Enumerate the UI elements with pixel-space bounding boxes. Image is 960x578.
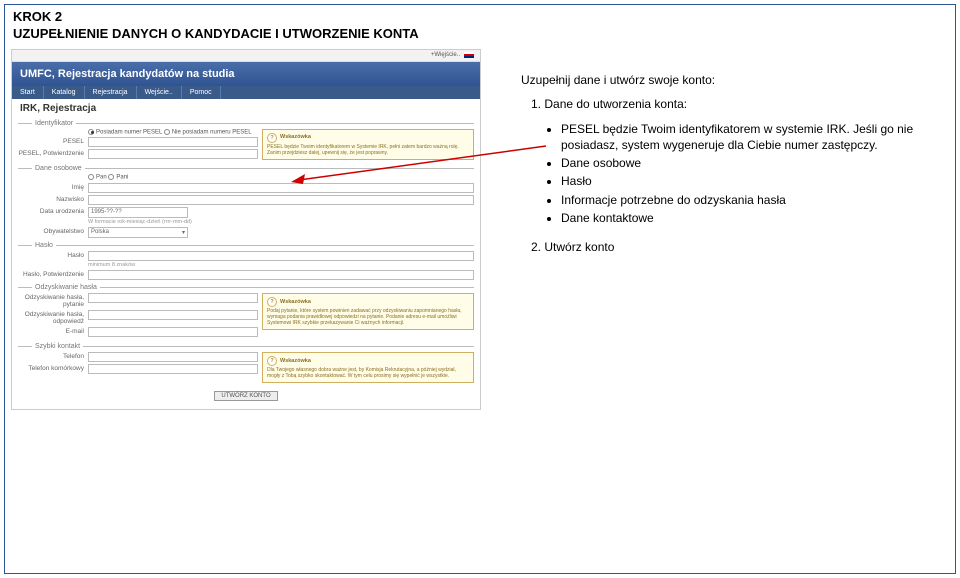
step-header: KROK 2 UZUPEŁNIENIE DANYCH O KANDYDACIE … xyxy=(5,5,955,49)
input-pesel-confirm[interactable] xyxy=(88,149,258,159)
pesel-radio-group[interactable]: Posiadam numer PESEL Nie posiadam numeru… xyxy=(88,129,258,136)
nav-katalog[interactable]: Katalog xyxy=(44,86,85,99)
instructions-bullets: PESEL będzie Twoim identyfikatorem w sys… xyxy=(561,121,939,226)
bullet-haslo: Hasło xyxy=(561,173,939,189)
input-imie[interactable] xyxy=(88,183,474,193)
bullet-osobowe: Dane osobowe xyxy=(561,155,939,171)
fieldset-osobowe: Dane osobowe Pan Pani Imię Nazwisko Data… xyxy=(18,165,474,238)
tip-title-2: Wskazówka xyxy=(267,297,469,307)
input-nazwisko[interactable] xyxy=(88,195,474,205)
label-obywatelstwo: Obywatelstwo xyxy=(18,227,88,235)
nav-start[interactable]: Start xyxy=(12,86,44,99)
hint-data: W formacie rok-miesiąc-dzień (rrrr-mm-dd… xyxy=(88,219,474,225)
bullet-kontaktowe: Dane kontaktowe xyxy=(561,210,939,226)
input-pytanie[interactable] xyxy=(88,293,258,303)
nav-wejscie[interactable]: Wejście.. xyxy=(137,86,182,99)
create-account-button[interactable]: UTWÓRZ KONTO xyxy=(214,391,277,401)
page-title: IRK, Rejestracja xyxy=(12,99,480,116)
fieldset-identyfikator: Identyfikator Posiadam numer PESEL Nie p… xyxy=(18,120,474,162)
submit-row: UTWÓRZ KONTO xyxy=(18,387,474,405)
instructions-intro: Uzupełnij dane i utwórz swoje konto: xyxy=(521,73,939,87)
input-email[interactable] xyxy=(88,327,258,337)
label-komorkowy: Telefon komórkowy xyxy=(18,364,88,372)
step-title: UZUPEŁNIENIE DANYCH O KANDYDACIE I UTWOR… xyxy=(13,26,947,43)
tip-kontakt: Wskazówka Dla Twojego własnego dobra waż… xyxy=(262,352,474,383)
chevron-down-icon: ▾ xyxy=(182,229,185,236)
legend-haslo: Hasło xyxy=(35,242,53,249)
label-haslo: Hasło xyxy=(18,251,88,259)
input-haslo-confirm[interactable] xyxy=(88,270,474,280)
label-telefon: Telefon xyxy=(18,352,88,360)
label-pesel: PESEL xyxy=(18,137,88,145)
fieldset-odzyskiwanie: Odzyskiwanie hasła Odzyskiwanie hasła, p… xyxy=(18,284,474,339)
flag-icon xyxy=(464,52,474,58)
tip-identyfikator: Wskazówka PESEL będzie Twoim identyfikat… xyxy=(262,129,474,160)
input-data-urodzenia[interactable]: 1995-??-?? xyxy=(88,207,188,218)
step-number: KROK 2 xyxy=(13,9,947,26)
instructions-item1: 1. Dane do utworzenia konta: xyxy=(531,97,939,111)
tip-title: Wskazówka xyxy=(267,133,469,143)
university-title: UMFC, Rejestracja kandydatów na studia xyxy=(12,62,480,86)
hint-haslo: minimum 8 znaków xyxy=(88,262,474,268)
label-pesel-confirm: PESEL, Potwierdzenie xyxy=(18,149,88,157)
app-screenshot: +Więjście.. UMFC, Rejestracja kandydatów… xyxy=(11,49,481,410)
legend-osobowe: Dane osobowe xyxy=(35,165,82,172)
nav-pomoc[interactable]: Pomoc xyxy=(182,86,221,99)
shot-topbar: +Więjście.. xyxy=(12,50,480,62)
tip-text: PESEL będzie Twoim identyfikatorem w Sys… xyxy=(267,144,469,156)
legend-identyfikator: Identyfikator xyxy=(35,120,73,127)
topbar-text: +Więjście.. xyxy=(431,52,460,58)
label-pytanie: Odzyskiwanie hasła, pytanie xyxy=(18,293,88,308)
tip-title-3: Wskazówka xyxy=(267,356,469,366)
screenshot-column: +Więjście.. UMFC, Rejestracja kandydatów… xyxy=(11,49,481,410)
instructions-column: Uzupełnij dane i utwórz swoje konto: 1. … xyxy=(481,49,949,410)
input-komorkowy[interactable] xyxy=(88,364,258,374)
form-body: Identyfikator Posiadam numer PESEL Nie p… xyxy=(12,116,480,409)
bullet-pesel: PESEL będzie Twoim identyfikatorem w sys… xyxy=(561,121,939,153)
label-haslo-confirm: Hasło, Potwierdzenie xyxy=(18,270,88,278)
legend-odzyskiwanie: Odzyskiwanie hasła xyxy=(35,284,97,291)
page-frame: KROK 2 UZUPEŁNIENIE DANYCH O KANDYDACIE … xyxy=(4,4,956,574)
gender-radio-group[interactable]: Pan Pani xyxy=(88,174,474,181)
instructions-item2: 2. Utwórz konto xyxy=(531,240,939,254)
nav-rejestracja[interactable]: Rejestracja xyxy=(85,86,137,99)
tip-text-2: Podaj pytanie, które system powinien zad… xyxy=(267,308,469,326)
fieldset-haslo: Hasło Hasłominimum 8 znaków Hasło, Potwi… xyxy=(18,242,474,280)
nav-bar: Start Katalog Rejestracja Wejście.. Pomo… xyxy=(12,86,480,99)
input-pesel[interactable] xyxy=(88,137,258,147)
tip-odzyskiwanie: Wskazówka Podaj pytanie, które system po… xyxy=(262,293,474,330)
content-row: +Więjście.. UMFC, Rejestracja kandydatów… xyxy=(5,49,955,410)
bullet-odzyskanie: Informacje potrzebne do odzyskania hasła xyxy=(561,192,939,208)
label-odpowiedz: Odzyskiwanie hasła, odpowiedź xyxy=(18,310,88,325)
input-odpowiedz[interactable] xyxy=(88,310,258,320)
input-telefon[interactable] xyxy=(88,352,258,362)
input-haslo[interactable] xyxy=(88,251,474,261)
select-obywatelstwo[interactable]: Polska▾ xyxy=(88,227,188,238)
tip-text-3: Dla Twojego własnego dobra ważne jest, b… xyxy=(267,367,469,379)
fieldset-kontakt: Szybki kontakt Telefon Telefon komórkowy… xyxy=(18,343,474,383)
label-email: E-mail xyxy=(18,327,88,335)
label-imie: Imię xyxy=(18,183,88,191)
legend-kontakt: Szybki kontakt xyxy=(35,343,80,350)
label-nazwisko: Nazwisko xyxy=(18,195,88,203)
label-data: Data urodzenia xyxy=(18,207,88,215)
